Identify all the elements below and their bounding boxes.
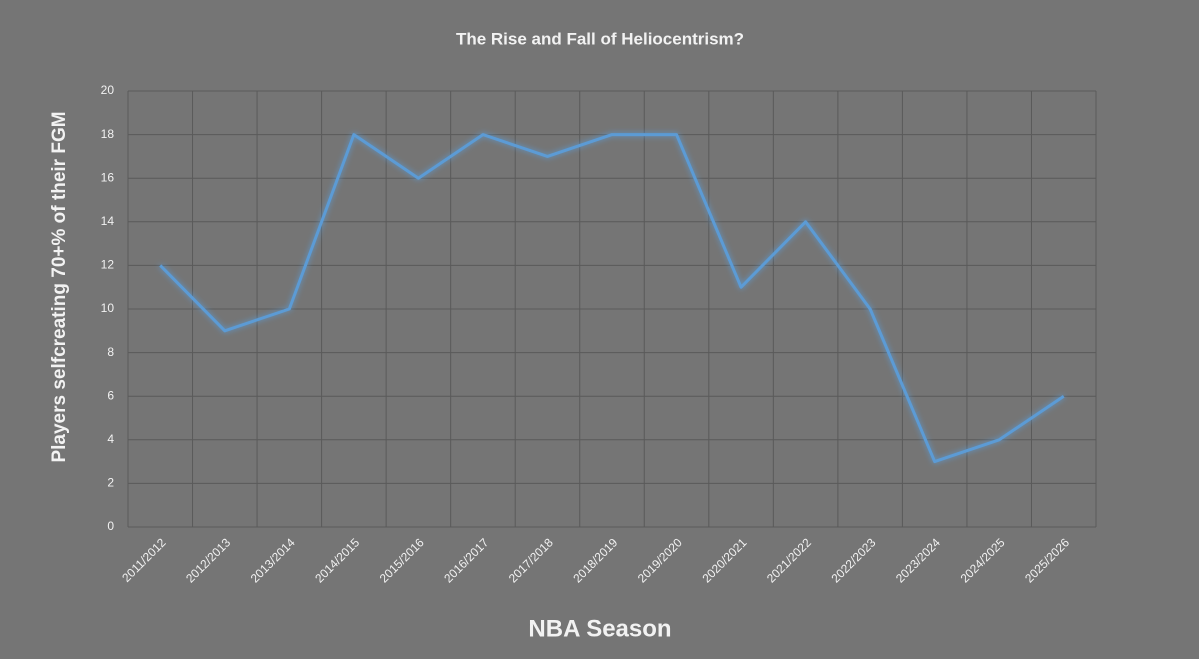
data-line xyxy=(159,133,1065,464)
y-tick-label: 14 xyxy=(101,214,115,228)
x-tick-label: 2013/2014 xyxy=(248,535,298,585)
x-tick-label: 2020/2021 xyxy=(699,535,749,585)
x-tick-label: 2024/2025 xyxy=(958,535,1008,585)
y-tick-label: 6 xyxy=(107,388,114,402)
y-axis-title: Players selfcreating 70+% of their FGM xyxy=(49,111,70,462)
chart-title: The Rise and Fall of Heliocentrism? xyxy=(456,29,744,48)
x-tick-label: 2016/2017 xyxy=(441,535,491,585)
x-tick-label: 2022/2023 xyxy=(828,535,878,585)
x-tick-label: 2017/2018 xyxy=(506,535,556,585)
x-tick-label: 2019/2020 xyxy=(635,535,685,585)
y-tick-label: 20 xyxy=(101,83,115,97)
x-tick-label: 2011/2012 xyxy=(119,535,169,585)
y-tick-label: 10 xyxy=(101,301,115,315)
x-tick-label: 2025/2026 xyxy=(1022,535,1072,585)
x-tick-label: 2012/2013 xyxy=(183,535,233,585)
y-tick-label: 0 xyxy=(107,519,114,533)
x-tick-label: 2021/2022 xyxy=(764,535,814,585)
y-tick-label: 4 xyxy=(107,432,114,446)
y-tick-label: 16 xyxy=(101,170,115,184)
x-tick-label: 2014/2015 xyxy=(312,535,362,585)
y-tick-label: 18 xyxy=(101,127,115,141)
x-tick-label: 2018/2019 xyxy=(570,535,620,585)
y-tick-label: 12 xyxy=(101,258,115,272)
x-tick-label: 2015/2016 xyxy=(377,535,427,585)
x-axis-title: NBA Season xyxy=(528,615,671,642)
y-tick-label: 8 xyxy=(107,345,114,359)
x-tick-label: 2023/2024 xyxy=(893,535,943,585)
y-tick-label: 2 xyxy=(107,476,114,490)
